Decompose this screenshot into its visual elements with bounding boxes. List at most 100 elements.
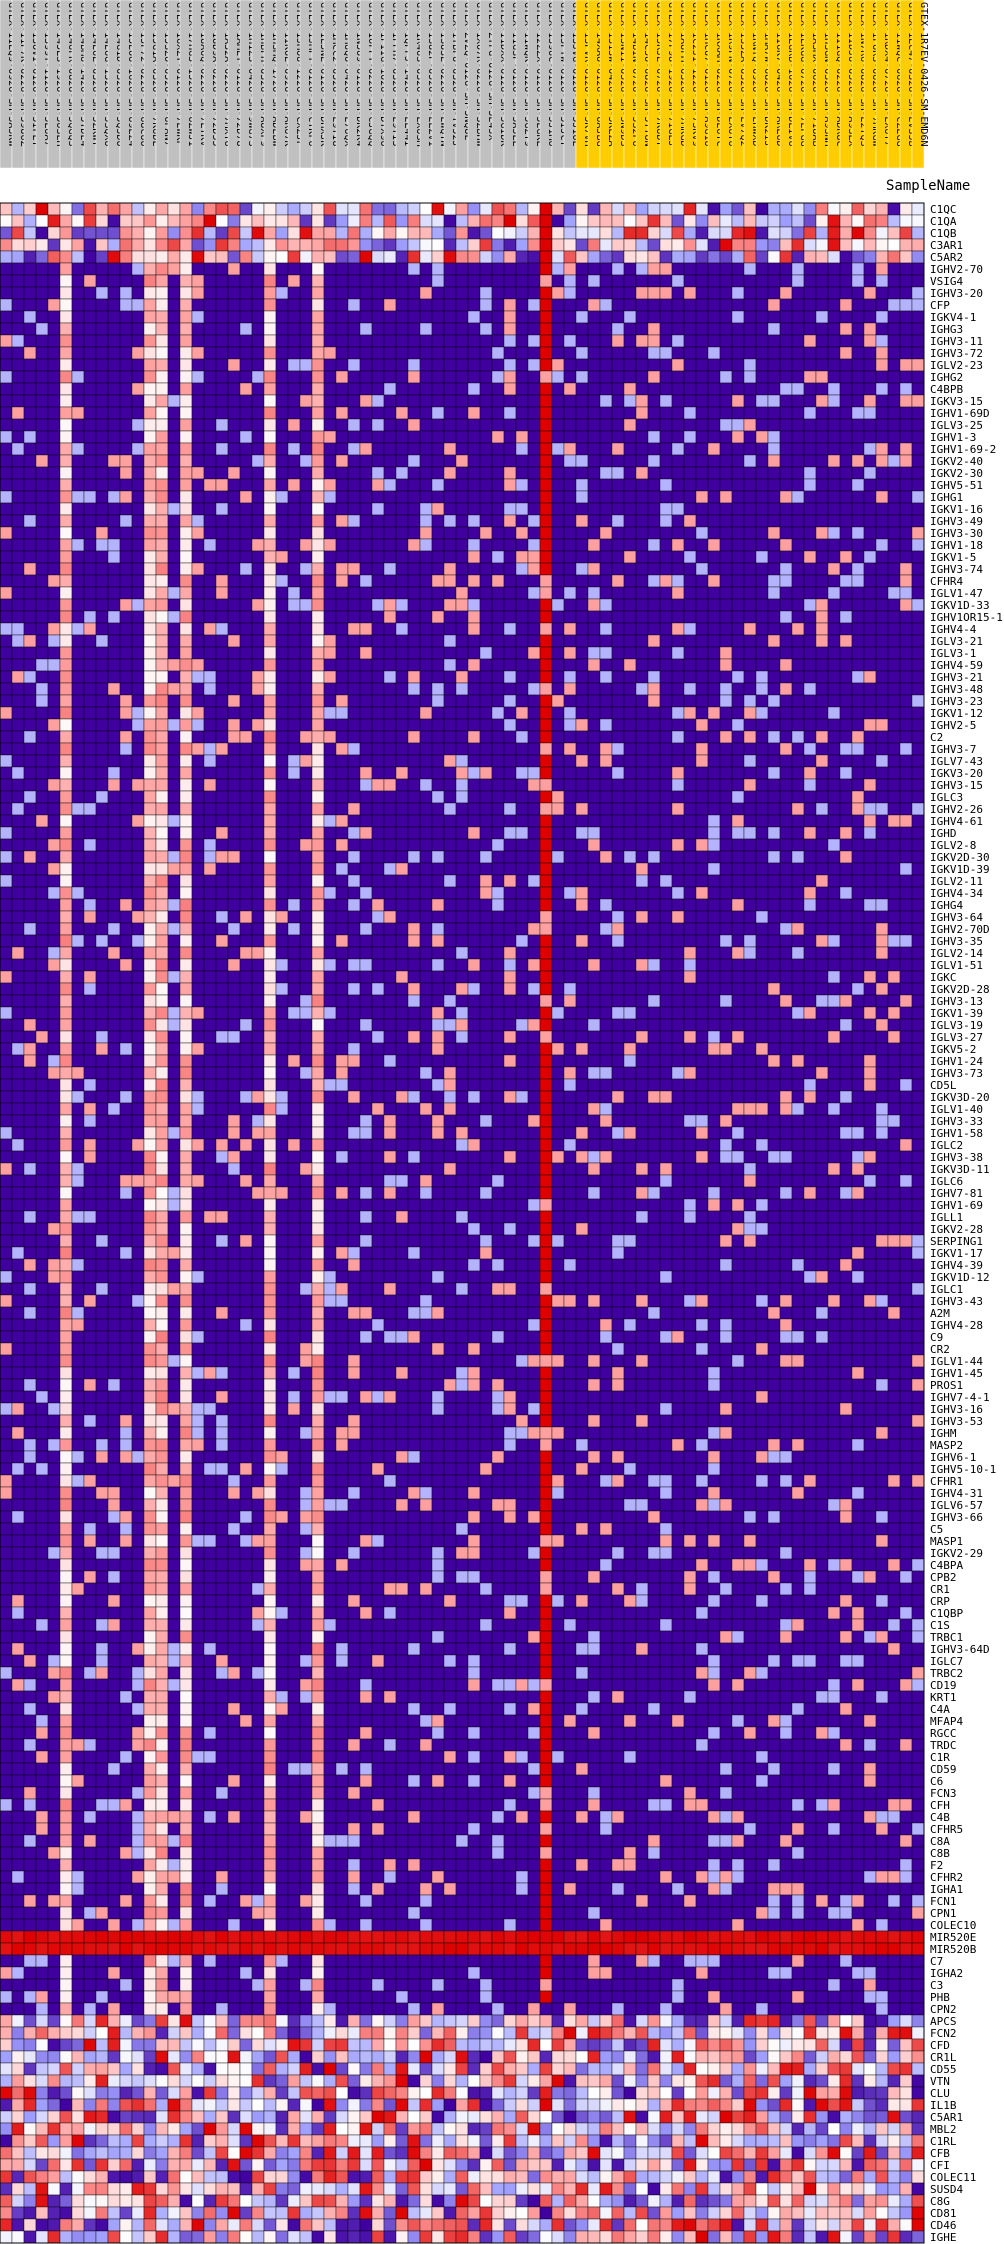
heatmap-cell <box>611 718 625 732</box>
heatmap-cell <box>179 550 193 564</box>
heatmap-cell <box>551 250 565 264</box>
heatmap-cell <box>815 706 829 720</box>
heatmap-cell <box>551 598 565 612</box>
heatmap-cell <box>203 442 217 456</box>
heatmap-cell <box>11 538 25 552</box>
heatmap-cell <box>659 886 673 900</box>
heatmap-cell <box>563 814 577 828</box>
heatmap-cell <box>635 790 649 804</box>
heatmap-cell <box>875 346 889 360</box>
heatmap-cell <box>623 358 637 372</box>
heatmap-cell <box>767 850 781 864</box>
heatmap-cell <box>515 238 529 252</box>
heatmap-cell <box>875 262 889 276</box>
heatmap-cell <box>839 694 853 708</box>
heatmap-cell <box>647 862 661 876</box>
heatmap-cell <box>911 406 925 420</box>
heatmap-cell <box>539 658 553 672</box>
heatmap-cell <box>275 790 289 804</box>
heatmap-cell <box>695 766 709 780</box>
heatmap-cell <box>131 418 145 432</box>
heatmap-cell <box>251 658 265 672</box>
heatmap-cell <box>683 382 697 396</box>
heatmap-cell <box>563 694 577 708</box>
heatmap-cell <box>767 910 781 924</box>
heatmap-cell <box>455 442 469 456</box>
heatmap-cell <box>839 802 853 816</box>
heatmap-cell <box>143 682 157 696</box>
heatmap-cell <box>803 754 817 768</box>
heatmap-cell <box>275 394 289 408</box>
heatmap-cell <box>443 502 457 516</box>
heatmap-cell <box>839 586 853 600</box>
heatmap-cell <box>95 586 109 600</box>
heatmap-cell <box>851 298 865 312</box>
heatmap-cell <box>347 394 361 408</box>
heatmap-cell <box>23 430 37 444</box>
heatmap-cell <box>119 286 133 300</box>
heatmap-cell <box>563 658 577 672</box>
heatmap-cell <box>131 286 145 300</box>
heatmap-cell <box>587 202 601 216</box>
heatmap-cell <box>803 406 817 420</box>
heatmap-cell <box>587 790 601 804</box>
heatmap-cell <box>479 658 493 672</box>
heatmap-cell <box>911 214 925 228</box>
heatmap-cell <box>671 586 685 600</box>
heatmap-cell <box>383 814 397 828</box>
heatmap-cell <box>143 814 157 828</box>
heatmap-cell <box>323 766 337 780</box>
heatmap-cell <box>323 898 337 912</box>
heatmap-cell <box>863 826 877 840</box>
heatmap-cell <box>911 598 925 612</box>
heatmap-cell <box>71 610 85 624</box>
heatmap-cell <box>299 382 313 396</box>
heatmap-cell <box>731 346 745 360</box>
heatmap-cell <box>179 346 193 360</box>
heatmap-cell <box>395 562 409 576</box>
heatmap-cell <box>383 622 397 636</box>
column-label: GTEX-1I1GQ-0226-SM-ADR8C <box>834 2 845 147</box>
heatmap-cell <box>167 670 181 684</box>
heatmap-cell <box>815 310 829 324</box>
heatmap-cell <box>659 718 673 732</box>
heatmap-cell <box>407 682 421 696</box>
heatmap-cell <box>803 922 817 936</box>
heatmap-cell <box>35 298 49 312</box>
heatmap-cell <box>239 490 253 504</box>
heatmap-cell <box>659 910 673 924</box>
heatmap-cell <box>467 406 481 420</box>
heatmap-cell <box>695 322 709 336</box>
heatmap-cell <box>851 742 865 756</box>
heatmap-cell <box>443 682 457 696</box>
heatmap-cell <box>491 382 505 396</box>
heatmap-cell <box>743 538 757 552</box>
heatmap-cell <box>395 874 409 888</box>
heatmap-cell <box>359 514 373 528</box>
heatmap-cell <box>719 538 733 552</box>
heatmap-cell <box>743 514 757 528</box>
heatmap-cell <box>851 622 865 636</box>
heatmap-cell <box>851 214 865 228</box>
heatmap-cell <box>695 562 709 576</box>
heatmap-cell <box>851 394 865 408</box>
heatmap-cell <box>467 886 481 900</box>
heatmap-cell <box>731 262 745 276</box>
heatmap-cell <box>875 682 889 696</box>
heatmap-cell <box>563 286 577 300</box>
heatmap-cell <box>299 646 313 660</box>
heatmap-cell <box>719 862 733 876</box>
heatmap-cell <box>383 502 397 516</box>
heatmap-cell <box>731 778 745 792</box>
heatmap-cell <box>479 850 493 864</box>
heatmap-cell <box>839 790 853 804</box>
heatmap-cell <box>311 634 325 648</box>
heatmap-cell <box>383 562 397 576</box>
heatmap-cell <box>443 310 457 324</box>
heatmap-cell <box>611 286 625 300</box>
heatmap-cell <box>83 430 97 444</box>
heatmap-cell <box>815 646 829 660</box>
heatmap-cell <box>755 298 769 312</box>
heatmap-cell <box>335 286 349 300</box>
